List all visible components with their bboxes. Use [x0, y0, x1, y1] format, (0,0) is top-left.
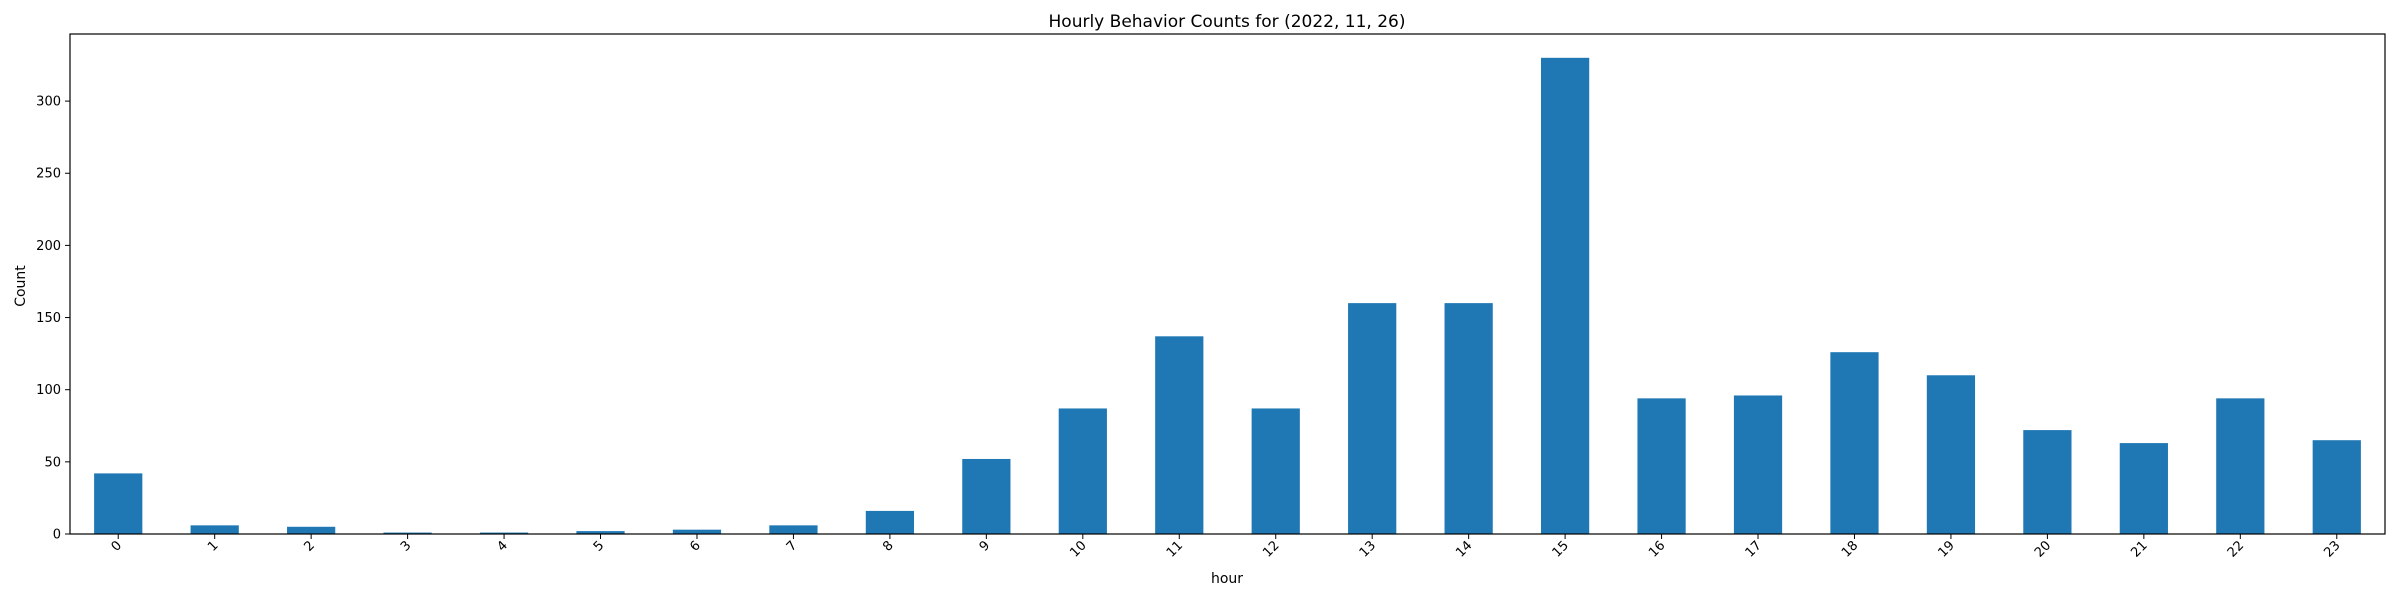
bar-14 [1444, 303, 1493, 534]
x-tick-label-11: 11 [1164, 538, 1186, 560]
bar-11 [1155, 336, 1204, 534]
x-tick-label-12: 12 [1260, 538, 1282, 560]
x-tick-label-18: 18 [1839, 538, 1861, 560]
x-tick-label-20: 20 [2032, 538, 2054, 560]
x-tick-label-9: 9 [977, 538, 993, 554]
bar-5 [576, 531, 625, 534]
bar-6 [672, 529, 722, 534]
bar-21 [2119, 443, 2168, 534]
bar-17 [1733, 395, 1783, 534]
x-tick-label-23: 23 [2321, 538, 2343, 560]
y-tick-label-0: 0 [53, 528, 61, 543]
bar-7 [769, 525, 818, 534]
y-tick-label-150: 150 [36, 311, 61, 326]
x-axis-label: hour [1211, 571, 1243, 587]
x-tick-label-15: 15 [1550, 538, 1572, 560]
bar-22 [2216, 398, 2265, 534]
bar-1 [190, 525, 239, 534]
x-tick-label-14: 14 [1453, 538, 1475, 560]
x-tick-label-2: 2 [302, 538, 318, 554]
y-tick-label-100: 100 [36, 383, 61, 398]
bar-18 [1830, 352, 1879, 534]
x-tick-label-8: 8 [880, 538, 896, 554]
bar-9 [962, 458, 1011, 534]
bar-23 [2312, 440, 2361, 534]
x-tick-label-5: 5 [591, 538, 607, 554]
bar-10 [1058, 408, 1107, 534]
x-tick-label-22: 22 [2225, 538, 2247, 560]
x-tick-label-10: 10 [1067, 538, 1089, 560]
axes-frame [69, 33, 2386, 535]
x-tick-label-0: 0 [109, 538, 125, 554]
bar-16 [1637, 398, 1686, 534]
bar-8 [865, 510, 915, 534]
x-tick-label-19: 19 [1935, 538, 1957, 560]
x-tick-label-13: 13 [1357, 538, 1379, 560]
x-tick-label-1: 1 [205, 538, 221, 554]
bar-20 [2023, 430, 2072, 534]
y-tick-label-200: 200 [36, 239, 61, 254]
x-tick-label-3: 3 [398, 538, 414, 554]
x-tick-label-21: 21 [2128, 538, 2150, 560]
chart-title: Hourly Behavior Counts for (2022, 11, 26… [1049, 12, 1406, 32]
x-tick-label-16: 16 [1646, 538, 1668, 560]
y-tick-label-300: 300 [36, 95, 61, 110]
x-tick-label-17: 17 [1743, 538, 1765, 560]
bar-3 [383, 532, 432, 534]
bar-15 [1540, 57, 1590, 535]
bar-12 [1251, 408, 1300, 534]
y-tick-label-250: 250 [36, 167, 61, 182]
bar-19 [1926, 375, 1976, 534]
bar-4 [479, 532, 529, 534]
bar-13 [1348, 303, 1397, 534]
x-tick-label-7: 7 [784, 538, 800, 554]
y-axis-label: Count [13, 265, 29, 307]
x-tick-label-4: 4 [494, 538, 510, 554]
bar-0 [94, 473, 143, 534]
x-tick-label-6: 6 [687, 538, 703, 554]
bar-2 [287, 526, 336, 534]
y-tick-label-50: 50 [44, 455, 61, 470]
